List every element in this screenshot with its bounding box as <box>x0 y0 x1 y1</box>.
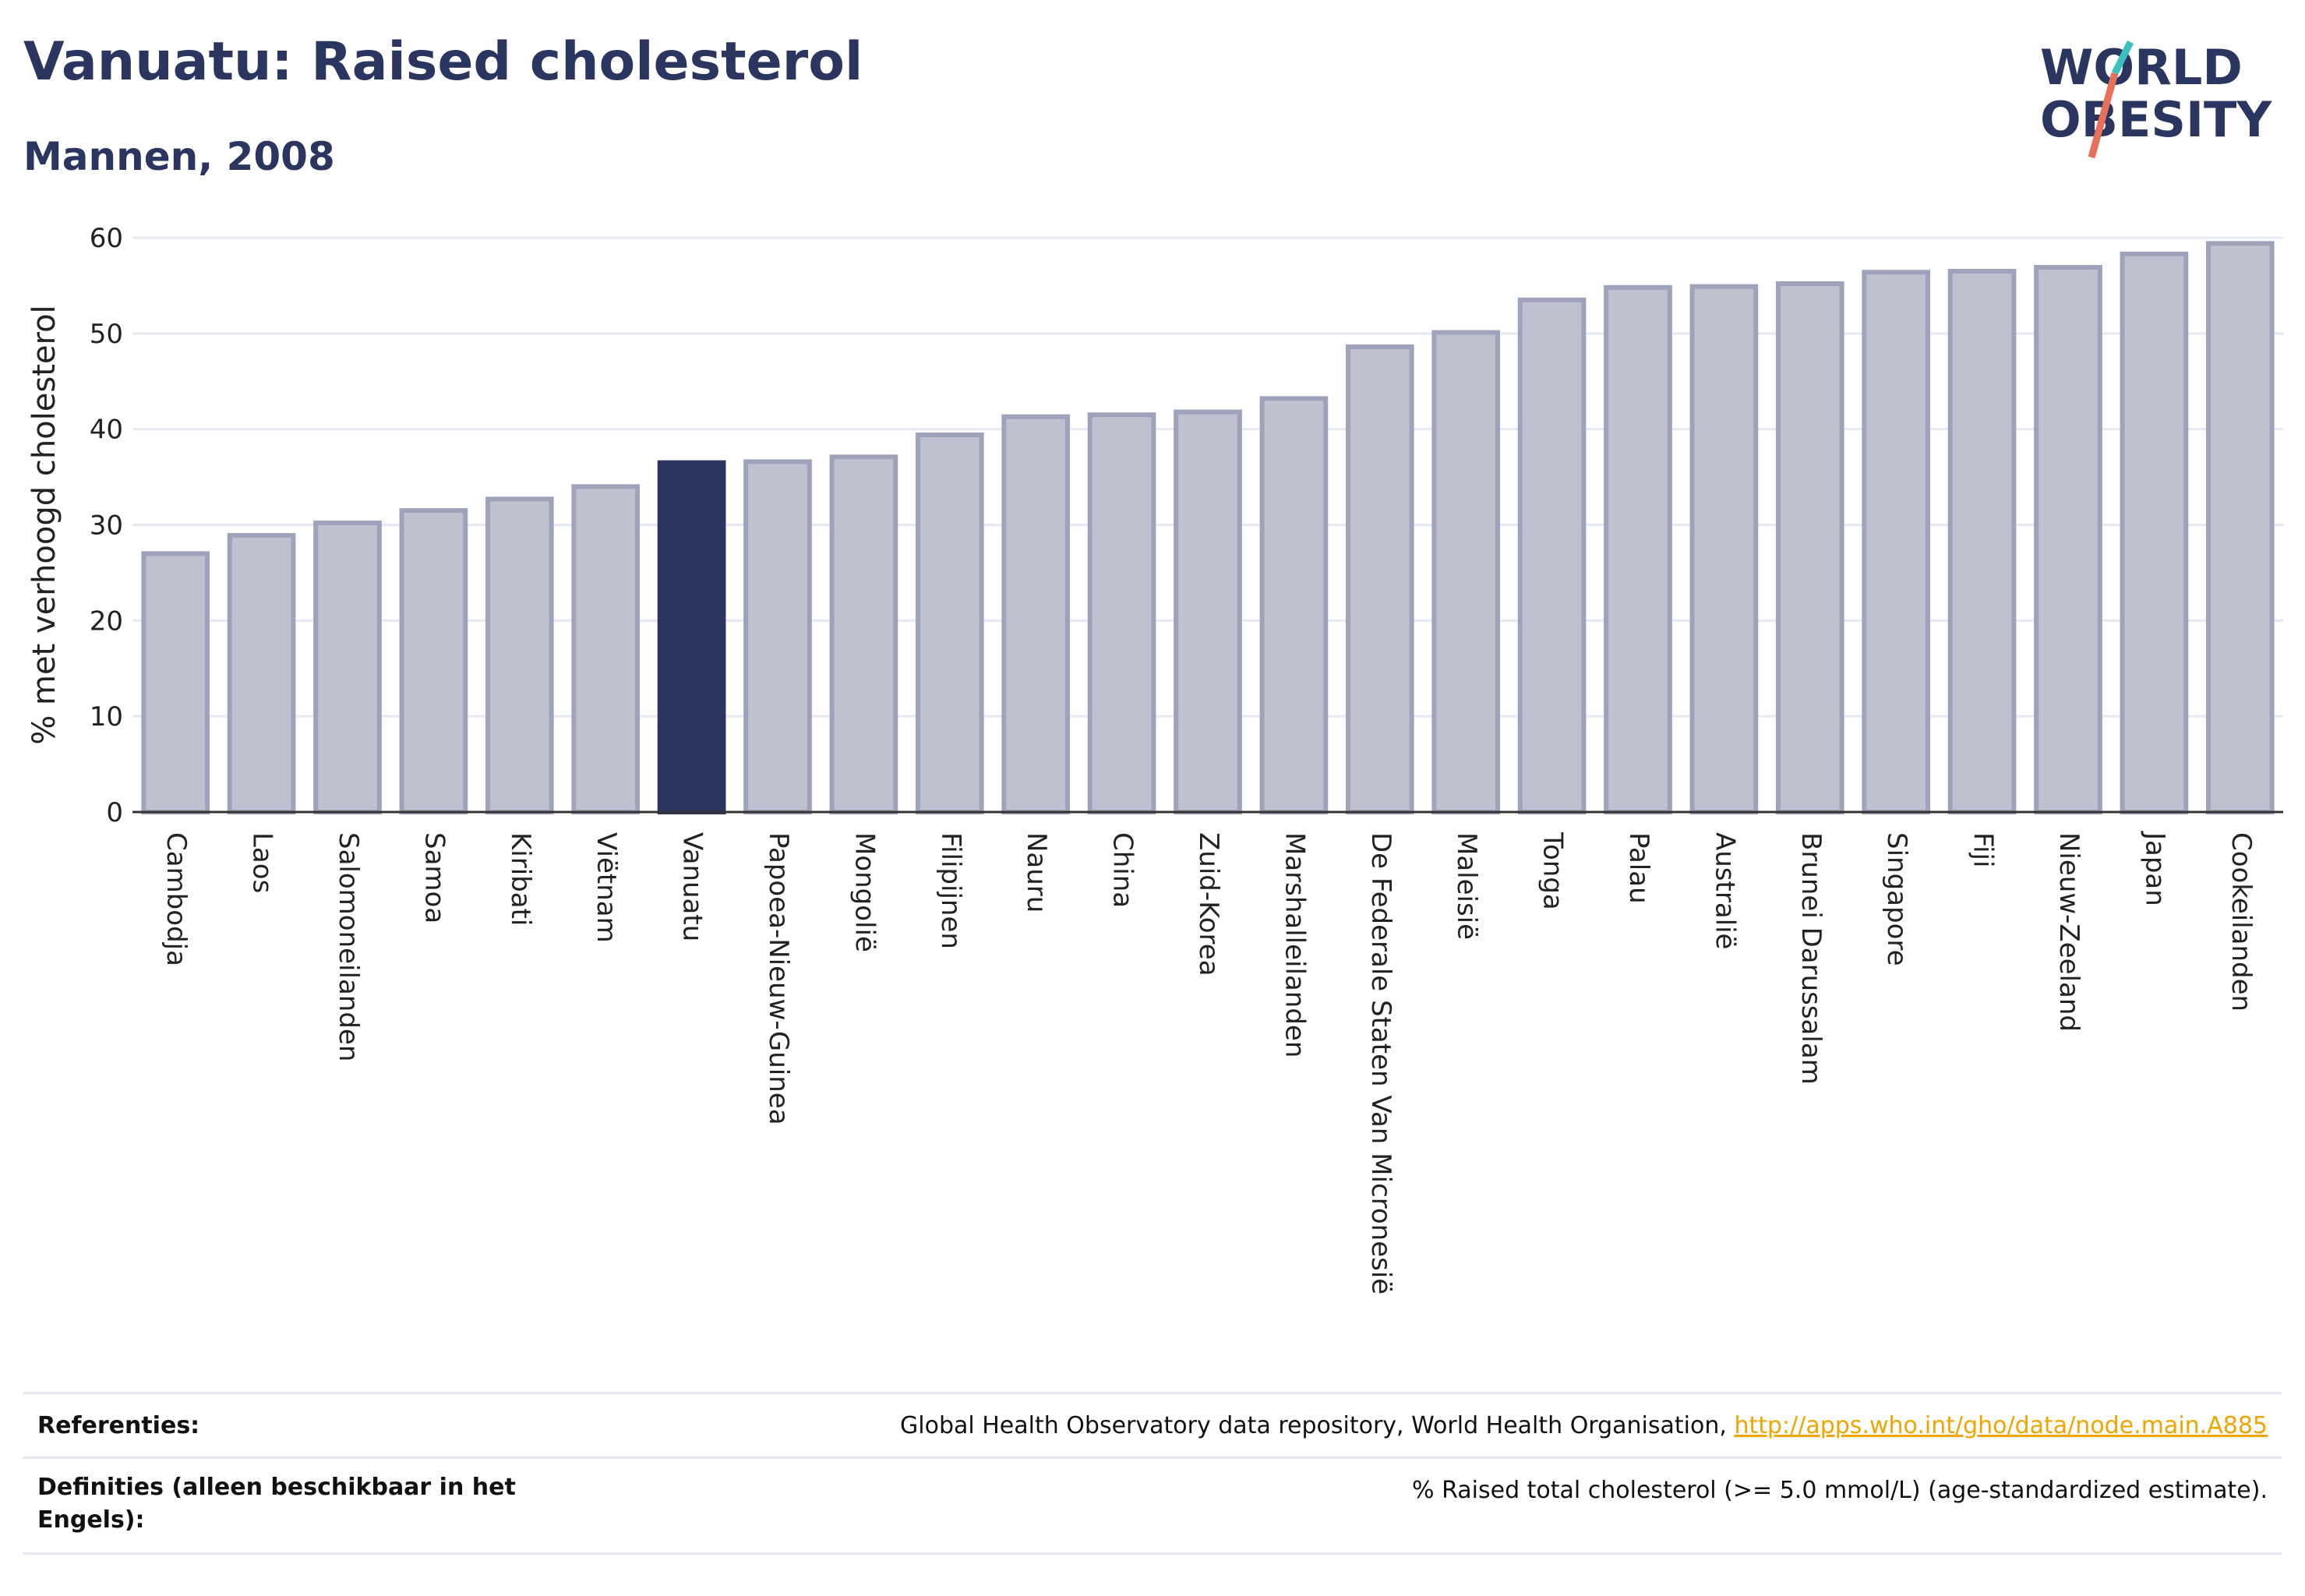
x-tick-label: Palau <box>1623 832 1654 904</box>
x-tick-label: Vanuatu <box>677 832 708 941</box>
references-label: Referenties: <box>37 1412 200 1439</box>
x-tick-label: Kiribati <box>505 832 536 926</box>
bar-fiji <box>1947 268 2017 815</box>
x-tick-label: Cambodja <box>161 832 192 966</box>
footer-table: Referenties: Global Health Observatory d… <box>23 1392 2282 1555</box>
definitions-value: % Raised total cholesterol (>= 5.0 mmol/… <box>1412 1477 2268 1504</box>
bar-kiribati <box>485 496 554 815</box>
logo-slash-teal <box>2111 40 2134 76</box>
bar-tonga <box>1517 297 1587 814</box>
x-axis-labels: Cambodja Laos Salomoneilanden Samoa Kiribati… <box>161 831 2257 1294</box>
bar-maleisi- <box>1431 330 1501 815</box>
bar-laos <box>227 533 296 814</box>
x-tick-label: Filipijnen <box>935 832 966 949</box>
x-tick-label: Salomoneilanden <box>333 832 364 1061</box>
x-tick-label: Singapore <box>1881 832 1912 966</box>
bar-salomoneilanden <box>313 521 382 814</box>
bar-australi- <box>1689 284 1759 814</box>
x-tick-label: De Federale Staten Van Micronesië <box>1365 832 1396 1294</box>
bar-samoa <box>399 508 468 814</box>
y-tick-label: 20 <box>90 606 123 637</box>
x-tick-label: Nauru <box>1021 832 1052 913</box>
y-axis-label: % met verhoogd cholesterol <box>26 305 62 744</box>
logo-line-world: WORLD <box>2040 39 2243 96</box>
y-axis-ticks: 0 10 20 30 40 50 60 <box>90 223 123 828</box>
x-tick-label: Papoea-Nieuw-Guinea <box>763 832 794 1125</box>
bar-japan <box>2120 251 2189 814</box>
bar-nauru <box>1001 414 1071 814</box>
logo-line-obesity: OBESITY <box>2040 91 2272 148</box>
bar-chart: 0 10 20 30 40 50 60 Cambodja Laos Salomoneilande… <box>26 223 2283 1294</box>
bar-vanuatu <box>657 460 726 814</box>
definitions-label: Definities (alleen beschikbaar in het En… <box>37 1474 516 1534</box>
bar-cookeilanden <box>2205 241 2275 814</box>
x-tick-label: Brunei Darussalam <box>1795 832 1827 1085</box>
bars <box>141 241 2275 815</box>
x-tick-label: China <box>1107 832 1138 908</box>
x-tick-label: Viëtnam <box>591 832 622 943</box>
bar-mongoli- <box>829 454 898 814</box>
x-tick-label: Australië <box>1709 832 1740 949</box>
bar-palau <box>1604 284 1672 814</box>
x-tick-label: Tonga <box>1537 832 1569 910</box>
bar-papoea-nieuw-guinea <box>743 459 812 814</box>
bar-singapore <box>1862 270 1931 815</box>
logo-slash-coral <box>2088 72 2119 159</box>
bar-brunei-darussalam <box>1775 281 1844 814</box>
y-tick-label: 10 <box>90 701 123 733</box>
x-tick-label: Nieuw-Zeeland <box>2053 832 2084 1032</box>
world-obesity-logo: WORLD OBESITY <box>2040 39 2272 159</box>
x-tick-label: Marshalleilanden <box>1279 832 1310 1058</box>
x-tick-label: Japan <box>2139 831 2170 906</box>
y-tick-label: 0 <box>106 797 123 828</box>
y-tick-label: 40 <box>90 415 123 446</box>
x-tick-label: Maleisië <box>1451 832 1482 940</box>
bar-zuid-korea <box>1174 409 1242 814</box>
references-row: Referenties: Global Health Observatory d… <box>23 1392 2282 1457</box>
references-link[interactable]: http://apps.who.int/gho/data/node.main.A… <box>1734 1412 2268 1439</box>
x-tick-label: Cookeilanden <box>2226 832 2257 1012</box>
bar-marshalleilanden <box>1259 396 1329 814</box>
x-tick-label: Mongolië <box>849 832 880 952</box>
references-value: Global Health Observatory data repositor… <box>900 1410 2268 1442</box>
references-text: Global Health Observatory data repositor… <box>900 1412 1735 1439</box>
bar-filipijnen <box>915 433 984 815</box>
bar-nieuw-zeeland <box>2034 265 2102 815</box>
y-tick-label: 60 <box>90 223 123 254</box>
chart-title: Vanuatu: Raised cholesterol <box>23 31 863 93</box>
x-tick-label: Laos <box>247 832 278 893</box>
bar-de-federale-staten-van-micronesi- <box>1345 344 1414 814</box>
y-tick-label: 30 <box>90 510 123 542</box>
x-tick-label: Samoa <box>418 832 450 923</box>
chart-subtitle: Mannen, 2008 <box>23 134 335 179</box>
definitions-row: Definities (alleen beschikbaar in het En… <box>23 1457 2282 1555</box>
bar-china <box>1087 412 1156 814</box>
y-tick-label: 50 <box>90 319 123 350</box>
bar-cambodja <box>141 551 210 814</box>
x-tick-label: Zuid-Korea <box>1193 832 1224 976</box>
x-tick-label: Fiji <box>1968 832 1999 867</box>
bar-vi-tnam <box>571 484 641 814</box>
